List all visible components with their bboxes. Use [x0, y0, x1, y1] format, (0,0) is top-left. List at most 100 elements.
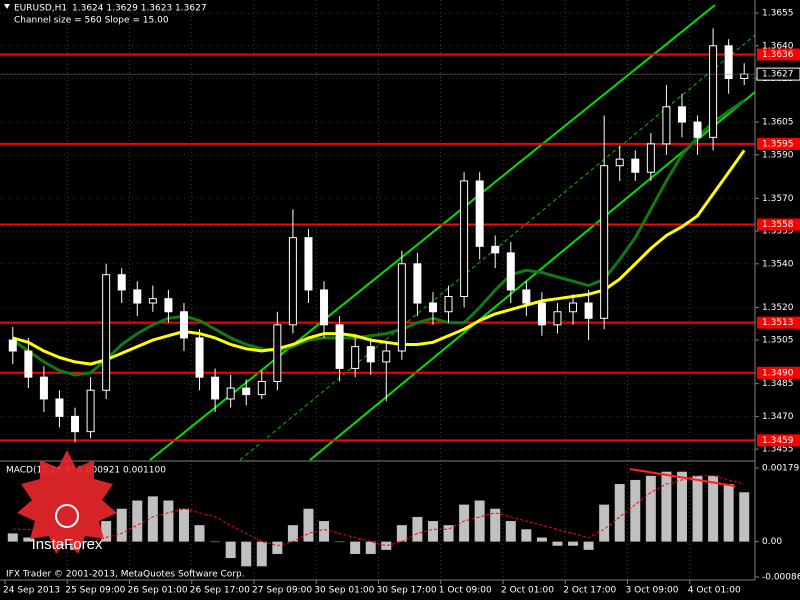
- macd-bar: [614, 484, 625, 542]
- indicator-line: [12, 149, 746, 366]
- candle-body: [242, 387, 251, 396]
- candle-body: [366, 346, 375, 363]
- macd-bar: [739, 492, 750, 542]
- macd-bar: [676, 471, 687, 542]
- candle-body: [491, 245, 500, 254]
- logo-star: [17, 450, 117, 554]
- x-tick-label: 3 Oct 09:00: [626, 586, 679, 596]
- candle-body: [164, 298, 173, 313]
- macd-bar: [568, 541, 579, 546]
- logo-text: InstaForex: [32, 536, 103, 553]
- candle-body: [740, 73, 749, 79]
- y-tick-label: 1.3555: [762, 227, 794, 237]
- candle-body: [133, 289, 142, 304]
- macd-bar: [505, 521, 516, 542]
- y-tick-label: 1.3590: [762, 150, 794, 160]
- macd-layer: [7, 471, 750, 567]
- candle-body: [709, 45, 718, 138]
- candle-body: [55, 398, 64, 417]
- level-label: 1.3459: [762, 436, 794, 446]
- macd-bar: [272, 541, 283, 554]
- macd-bar: [396, 525, 407, 542]
- macd-bar: [381, 541, 392, 550]
- candle-body: [615, 158, 624, 167]
- candle-body: [288, 237, 297, 326]
- y-tick-label: 0.00179: [762, 464, 799, 474]
- candle-body: [724, 45, 733, 79]
- x-tick-label: 26 Sep 01:00: [128, 586, 188, 596]
- candle-body: [335, 324, 344, 369]
- channel-lower: [309, 91, 756, 461]
- copyright: IFX Trader © 2001-2013, MetaQuotes Softw…: [6, 570, 245, 580]
- candle-body: [71, 415, 80, 433]
- y-tick-label: 1.3455: [762, 445, 794, 455]
- x-tick-label: 2 Oct 17:00: [563, 586, 616, 596]
- logo: InstaForex: [17, 450, 117, 554]
- candle-body: [257, 381, 266, 396]
- candle-body: [102, 274, 111, 391]
- macd-bar: [132, 500, 143, 542]
- candle-body: [631, 158, 640, 173]
- candle-body: [211, 376, 220, 400]
- y-tick-label: 1.3470: [762, 412, 794, 422]
- logo-icon: [55, 504, 79, 528]
- x-tick-label: 24 Sep 2013: [3, 586, 60, 596]
- candle-body: [444, 295, 453, 313]
- macd-bar: [630, 479, 641, 542]
- indicator-line: [11, 99, 746, 377]
- candle-body: [522, 289, 531, 304]
- ohlc: 1.3624 1.3629 1.3623 1.3627: [72, 4, 207, 14]
- macd-bar: [692, 475, 703, 542]
- current-price-label: 1.3627: [762, 70, 794, 80]
- macd-bar: [350, 541, 361, 554]
- level-box: [757, 366, 800, 379]
- candle-body: [569, 302, 578, 313]
- level-label: 1.3595: [762, 139, 794, 149]
- level-box: [757, 218, 800, 231]
- channel-info: Channel size = 560 Slope = 15.00: [14, 16, 169, 26]
- macd-bar: [583, 541, 594, 550]
- macd-bar: [178, 508, 189, 542]
- candle-body: [39, 376, 48, 400]
- level-box: [757, 316, 800, 329]
- candle-body: [662, 106, 671, 145]
- macd-bar: [443, 525, 454, 542]
- macd-bar: [101, 521, 112, 542]
- channel-upper: [149, 4, 716, 461]
- x-tick-label: 30 Sep 17:00: [377, 586, 437, 596]
- y-tick-label: 1.3540: [762, 259, 794, 269]
- candle-body: [195, 337, 204, 378]
- candle-body: [117, 274, 126, 291]
- candle-body: [584, 302, 593, 319]
- y-tick-label: 1.3520: [762, 303, 794, 313]
- macd-bar: [23, 537, 34, 542]
- candle-body: [553, 311, 562, 326]
- indicator-line: [12, 475, 745, 547]
- macd-bar: [163, 500, 174, 542]
- macd-bar: [194, 525, 205, 542]
- candle-body: [460, 180, 469, 297]
- macd-bar: [552, 541, 563, 546]
- level-box: [757, 48, 800, 61]
- x-tick-label: 26 Sep 17:00: [190, 586, 250, 596]
- candle-body: [413, 263, 422, 304]
- x-tick-label: 2 Oct 01:00: [501, 586, 554, 596]
- level-label: 1.3513: [762, 318, 794, 328]
- divergence-line: [629, 468, 736, 487]
- candle-body: [537, 302, 546, 326]
- y-tick-label: 1.3485: [762, 379, 794, 389]
- price-layer: [0, 28, 755, 443]
- macd-bar: [319, 521, 330, 542]
- macd-bar: [474, 500, 485, 542]
- candle-body: [475, 180, 484, 247]
- candle-body: [148, 298, 157, 304]
- level-label: 1.3490: [762, 368, 794, 378]
- channel-middle: [239, 34, 756, 461]
- macd-bar: [241, 541, 252, 567]
- symbol: EURUSD,H1: [14, 4, 67, 14]
- macd-bar: [412, 516, 423, 542]
- candle-body: [86, 389, 95, 433]
- macd-bar: [225, 541, 236, 559]
